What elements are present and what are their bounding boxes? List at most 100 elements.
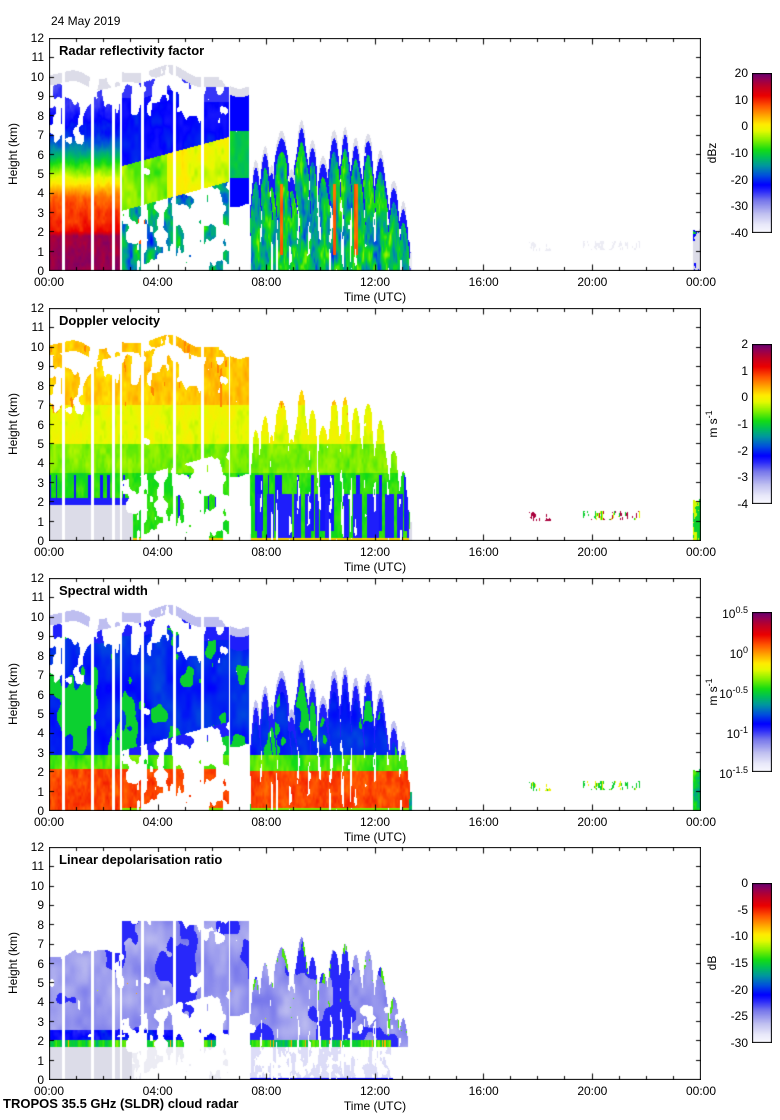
x-tick-label: 04:00	[142, 275, 173, 289]
colorbar-unit-label: m s-1	[704, 678, 720, 706]
heatmap-canvas	[49, 38, 701, 271]
y-tick-label: 8	[37, 917, 44, 932]
colorbar-tick-label: 20	[734, 66, 748, 80]
x-tick-label: 00:00	[685, 1084, 717, 1098]
y-tick-label: 8	[37, 108, 44, 123]
x-tick-label: 04:00	[142, 815, 173, 829]
y-tick-label: 9	[37, 359, 44, 374]
y-tick-label: 2	[37, 1034, 44, 1049]
colorbar-tick-label: 1	[741, 363, 748, 378]
panel-title: Radar reflectivity factor	[57, 43, 207, 58]
y-tick-label: 2	[37, 495, 44, 510]
y-tick-label: 2	[37, 765, 44, 780]
colorbar-tick-label: 0	[741, 119, 748, 134]
y-tick-label: 7	[37, 128, 44, 143]
x-tick-label: 00:00	[33, 275, 65, 289]
y-tick-label: 10	[30, 878, 44, 893]
y-tick-label: 1	[37, 244, 44, 259]
x-tick-label: 20:00	[577, 545, 608, 559]
colorbar-unit-label: dBz	[705, 142, 719, 164]
panel-velocity: Doppler velocity Height (km) Time (UTC) …	[0, 301, 780, 578]
panel-title: Linear depolarisation ratio	[57, 852, 225, 867]
panel-ldr: Linear depolarisation ratio Height (km) …	[0, 840, 780, 1117]
y-tick-label: 3	[37, 205, 44, 220]
y-tick-label: 5	[37, 166, 44, 181]
x-tick-label: 00:00	[685, 545, 717, 559]
x-tick-label: 04:00	[142, 1084, 173, 1098]
y-tick-label: 8	[37, 378, 44, 393]
y-tick-label: 3	[37, 1014, 44, 1029]
colorbar-tick-label: -10	[730, 146, 748, 160]
y-tick-label: 12	[30, 571, 44, 585]
y-tick-label: 3	[37, 745, 44, 760]
y-tick-label: 1	[37, 514, 44, 529]
y-tick-label: 12	[30, 840, 44, 854]
x-tick-label: 04:00	[142, 545, 173, 559]
x-tick-label: 08:00	[251, 545, 282, 559]
x-tick-label: 12:00	[359, 275, 391, 289]
colorbar-tick-label: -30	[730, 1036, 748, 1050]
y-tick-label: 8	[37, 648, 44, 663]
x-tick-label: 12:00	[359, 815, 391, 829]
colorbar-tick-label: -2	[737, 443, 748, 458]
y-tick-label: 5	[37, 706, 44, 721]
colorbar-tick-label: -40	[730, 226, 748, 240]
y-tick-label: 1	[37, 784, 44, 799]
colorbar	[752, 883, 772, 1043]
y-tick-label: 6	[37, 147, 44, 162]
y-tick-label: 7	[37, 398, 44, 413]
y-tick-label: 5	[37, 436, 44, 451]
y-tick-label: 9	[37, 629, 44, 644]
x-axis-label: Time (UTC)	[343, 830, 407, 844]
colorbar	[752, 73, 772, 233]
colorbar-tick-label: 0	[741, 876, 748, 890]
x-axis-label: Time (UTC)	[343, 290, 407, 304]
y-tick-label: 0	[37, 1073, 44, 1087]
x-tick-label: 00:00	[685, 275, 717, 289]
y-tick-label: 9	[37, 89, 44, 104]
y-tick-label: 6	[37, 687, 44, 702]
x-tick-label: 12:00	[359, 545, 391, 559]
y-tick-label: 11	[31, 859, 44, 874]
colorbar-tick-label: 2	[741, 337, 748, 351]
colorbar-unit-label: m s-1	[704, 410, 720, 438]
instrument-credit: TROPOS 35.5 GHz (SLDR) cloud radar	[3, 1096, 239, 1111]
colorbar-tick-label: -3	[737, 470, 748, 485]
panel-reflectivity: Radar reflectivity factor Height (km) Ti…	[0, 31, 780, 308]
colorbar-tick-label: 100	[729, 645, 748, 661]
y-tick-label: 4	[37, 726, 44, 741]
x-tick-label: 12:00	[359, 1084, 391, 1098]
y-tick-label: 6	[37, 956, 44, 971]
y-tick-label: 11	[31, 50, 44, 65]
x-axis-label: Time (UTC)	[343, 1099, 407, 1113]
colorbar-tick-label: -4	[737, 497, 748, 511]
y-tick-label: 3	[37, 475, 44, 490]
y-tick-label: 10	[30, 69, 44, 84]
panel-title: Spectral width	[57, 583, 150, 598]
x-tick-label: 20:00	[577, 815, 608, 829]
y-tick-label: 4	[37, 186, 44, 201]
x-tick-label: 00:00	[685, 815, 717, 829]
panel-title: Doppler velocity	[57, 313, 163, 328]
y-tick-label: 7	[37, 668, 44, 683]
colorbar-tick-label: -30	[730, 199, 748, 214]
x-tick-label: 16:00	[468, 545, 499, 559]
colorbar-tick-label: -20	[730, 172, 748, 187]
y-tick-label: 11	[31, 590, 44, 605]
y-tick-label: 10	[30, 339, 44, 354]
x-tick-label: 00:00	[33, 545, 65, 559]
heatmap-canvas	[49, 308, 701, 541]
colorbar-tick-label: -20	[730, 982, 748, 997]
y-tick-label: 5	[37, 975, 44, 990]
colorbar-tick-label: -10	[730, 929, 748, 944]
colorbar-unit-label: dB	[705, 955, 719, 971]
y-tick-label: 12	[30, 31, 44, 45]
x-tick-label: 20:00	[577, 1084, 608, 1098]
x-tick-label: 00:00	[33, 815, 65, 829]
x-tick-label: 08:00	[251, 275, 282, 289]
heatmap-canvas	[49, 847, 701, 1080]
y-tick-label: 11	[31, 320, 44, 335]
colorbar-tick-label: -1	[737, 417, 748, 431]
